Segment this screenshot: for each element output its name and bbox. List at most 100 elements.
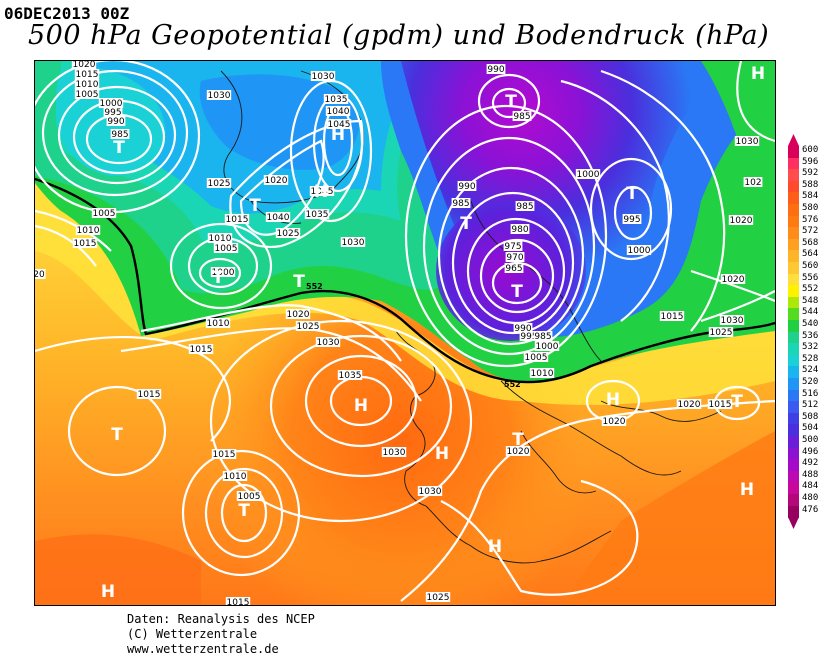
scale-label: 500 — [802, 435, 819, 445]
pressure-label-bg — [337, 370, 363, 380]
pressure-label: 995 — [520, 332, 537, 342]
pressure-label-bg — [207, 233, 233, 243]
pressure-label-bg — [222, 471, 248, 481]
pressure-label: 1020 — [507, 447, 530, 457]
scale-label: 568 — [802, 237, 819, 248]
pressure-label-bg — [206, 90, 232, 100]
pressure-label-bg — [523, 352, 549, 362]
warm-se-field — [561, 431, 775, 605]
pressure-label: 1000 — [212, 268, 235, 278]
low-pressure-center: T — [511, 282, 523, 302]
scale-level: 560 — [784, 261, 830, 274]
scale-arrow-up-icon — [788, 134, 799, 146]
pressure-label-bg — [708, 327, 734, 337]
pressure-label-bg — [659, 311, 685, 321]
isobar — [422, 136, 596, 356]
scale-label: 584 — [802, 191, 819, 202]
scale-swatch — [788, 505, 799, 518]
pressure-label-bg — [512, 111, 532, 121]
pressure-label: 1020 — [603, 417, 626, 427]
scale-level: 580 — [784, 203, 830, 216]
isobar — [477, 73, 541, 129]
isobar — [479, 238, 555, 314]
scale-level: 484 — [784, 481, 830, 495]
scale-label: 544 — [802, 307, 819, 318]
scale-level: 528 — [784, 354, 830, 367]
scale-label: 556 — [802, 272, 819, 283]
pressure-label-bg — [110, 129, 130, 139]
scale-swatch — [788, 238, 799, 251]
scale-swatch — [788, 436, 799, 448]
high-pressure-center: H — [488, 537, 502, 557]
pressure-label: 1010 — [224, 472, 247, 482]
pressure-label: 990 — [514, 324, 531, 334]
scale-level: 556 — [784, 272, 830, 286]
pressure-label-bg — [205, 318, 231, 328]
scale-swatch — [788, 447, 799, 460]
scale-level: 512 — [784, 400, 830, 414]
chart-date: 06DEC2013 00Z — [4, 4, 130, 23]
low-pressure-center: T — [293, 272, 305, 292]
pressure-label: 1040 — [267, 213, 290, 223]
isobar — [204, 467, 284, 559]
scale-swatch — [788, 227, 799, 240]
scale-label: 516 — [802, 388, 819, 399]
pressure-label-bg — [707, 399, 733, 409]
pressure-label-bg — [74, 89, 100, 99]
pressure-label: 985 — [452, 199, 469, 209]
pressure-label: 1000 — [100, 99, 123, 109]
high-pressure-center: H — [314, 182, 328, 202]
scale-level: 476 — [784, 505, 830, 518]
scale-swatch — [788, 296, 799, 309]
pressure-label: 1005 — [238, 492, 261, 502]
pressure-label-bg — [719, 315, 745, 325]
isobar — [613, 185, 653, 241]
isobar — [181, 449, 301, 577]
pressure-label-bg — [211, 449, 237, 459]
isobar — [239, 139, 325, 236]
high-pressure-center: H — [101, 582, 115, 602]
contour-552-line — [35, 177, 775, 384]
scale-level: 500 — [784, 435, 830, 448]
scale-swatch — [788, 285, 799, 298]
scale-level: 520 — [784, 377, 830, 390]
pressure-label: 995 — [623, 215, 640, 225]
pressure-label: 1020 — [678, 400, 701, 410]
pressure-label: 1030 — [342, 238, 365, 248]
pressure-label-bg — [326, 119, 352, 129]
isobar — [35, 224, 97, 267]
pressure-label-bg — [35, 269, 46, 279]
pressure-label: 1015 — [138, 390, 161, 400]
pressure-label-bg — [71, 61, 97, 69]
pressure-label: 1000 — [577, 170, 600, 180]
pressure-label-bg — [486, 64, 506, 74]
isobar — [437, 166, 585, 346]
balkan-coast — [600, 400, 722, 422]
pressure-label: 1040 — [327, 107, 350, 117]
scale-label: 532 — [802, 342, 819, 353]
scale-level: 544 — [784, 307, 830, 321]
scale-swatch — [788, 424, 799, 437]
scale-level: 584 — [784, 191, 830, 205]
isobar — [169, 222, 273, 310]
pressure-label: 1025 — [297, 322, 320, 332]
pressure-label-bg — [504, 263, 524, 273]
scale-label: 504 — [802, 423, 819, 434]
pressure-label: 1020 — [73, 61, 96, 70]
pressure-label: 1015 — [213, 450, 236, 460]
high-pressure-center: H — [751, 64, 765, 84]
scale-swatch — [788, 412, 799, 425]
isobar — [57, 85, 177, 185]
scale-label: 496 — [802, 446, 819, 457]
scale-swatch — [788, 378, 799, 390]
scale-swatch — [788, 331, 799, 344]
pressure-label: 1000 — [628, 246, 651, 256]
low-pressure-center: T — [212, 268, 224, 288]
scale-label: 592 — [802, 168, 819, 179]
italy-coast — [520, 430, 597, 494]
map-canvas: 552 552 — [35, 61, 775, 605]
pressure-label: 1025 — [427, 593, 450, 603]
isobar — [400, 399, 775, 602]
high-pressure-center: H — [606, 390, 620, 410]
isobar — [491, 87, 527, 119]
